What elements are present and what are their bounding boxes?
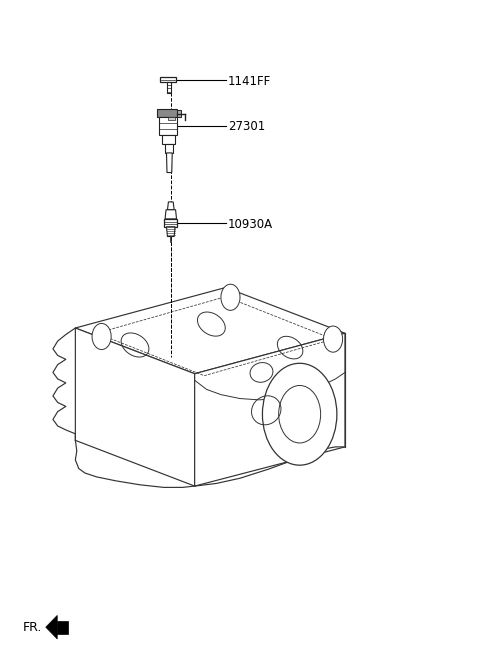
Polygon shape bbox=[165, 144, 173, 153]
Polygon shape bbox=[167, 83, 171, 93]
Text: 10930A: 10930A bbox=[228, 218, 273, 231]
Circle shape bbox=[221, 284, 240, 310]
Polygon shape bbox=[168, 202, 174, 210]
Polygon shape bbox=[75, 287, 345, 374]
Polygon shape bbox=[57, 621, 68, 634]
Polygon shape bbox=[75, 328, 195, 486]
Circle shape bbox=[263, 363, 337, 465]
Polygon shape bbox=[177, 110, 181, 117]
Polygon shape bbox=[157, 109, 177, 117]
Polygon shape bbox=[46, 615, 57, 639]
Text: 1141FF: 1141FF bbox=[228, 75, 271, 88]
Text: 27301: 27301 bbox=[228, 120, 265, 133]
Polygon shape bbox=[160, 77, 176, 83]
Polygon shape bbox=[159, 117, 177, 135]
Polygon shape bbox=[195, 333, 345, 486]
Polygon shape bbox=[162, 135, 175, 144]
Polygon shape bbox=[165, 210, 177, 219]
Polygon shape bbox=[164, 219, 178, 227]
Text: FR.: FR. bbox=[23, 621, 42, 634]
Polygon shape bbox=[167, 153, 172, 173]
Circle shape bbox=[92, 323, 111, 350]
Polygon shape bbox=[167, 227, 175, 237]
Circle shape bbox=[324, 326, 343, 352]
Polygon shape bbox=[168, 117, 175, 120]
